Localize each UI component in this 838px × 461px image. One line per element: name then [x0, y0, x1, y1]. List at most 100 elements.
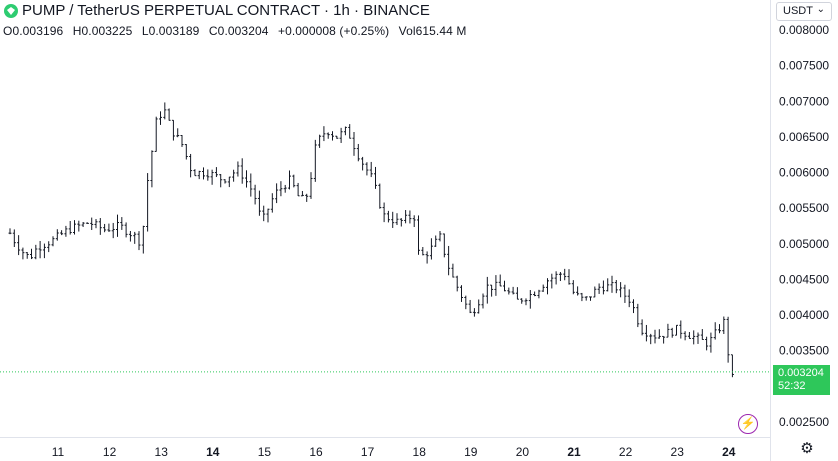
ohlc-bar	[520, 298, 524, 304]
currency-selector[interactable]: USDT ⌄	[776, 2, 832, 21]
time-tick-label: 15	[258, 445, 272, 459]
ohlc-bar	[85, 222, 89, 224]
ohlc-bar	[623, 284, 627, 303]
ohlc-bar	[309, 172, 313, 199]
ohlc-bar	[649, 333, 653, 345]
ohlc-bar	[610, 275, 614, 293]
ohlc-bar	[77, 220, 81, 232]
ohlc-bar	[318, 134, 322, 148]
low-label: L	[141, 24, 149, 38]
high-value: 0.003225	[81, 24, 133, 38]
ohlc-bar	[374, 166, 378, 189]
ohlc-bar	[451, 263, 455, 278]
ohlc-bar	[266, 208, 270, 223]
ohlc-bar	[481, 293, 485, 309]
time-tick-label: 11	[52, 445, 65, 459]
close-value: 0.003204	[217, 24, 269, 38]
ohlc-bar	[12, 229, 16, 248]
ohlc-bar	[528, 290, 532, 309]
ohlc-bar	[163, 102, 167, 120]
ohlc-bar	[455, 275, 459, 292]
ohlc-bar	[150, 150, 154, 188]
low-value: 0.003189	[148, 24, 200, 38]
ohlc-bar	[670, 327, 674, 338]
ohlc-bar	[425, 251, 429, 264]
ohlc-bar	[339, 127, 343, 143]
ohlc-bar	[94, 219, 98, 229]
ohlc-bar	[580, 292, 584, 302]
ohlc-bar	[124, 222, 128, 238]
ohlc-bar	[438, 231, 442, 242]
ohlc-bar	[395, 213, 399, 226]
ohlc-bar	[253, 184, 257, 205]
ohlc-bar	[644, 324, 648, 342]
ohlc-bar	[214, 167, 218, 178]
time-axis-border	[0, 437, 770, 438]
ohlc-bar	[365, 162, 369, 176]
ohlc-bar	[262, 205, 266, 222]
ohlc-bar	[434, 235, 438, 247]
ohlc-bar	[146, 173, 150, 232]
bar-countdown: 52:32	[778, 380, 806, 392]
ohlc-bar	[477, 299, 481, 314]
ohlc-bar	[567, 269, 571, 285]
ohlc-bar	[51, 236, 55, 247]
ohlc-bar	[511, 286, 515, 295]
price-tick-label: 0.005000	[779, 237, 829, 251]
ohlc-bar	[227, 176, 231, 188]
ohlc-bar	[223, 179, 227, 184]
ohlc-bar	[503, 280, 507, 292]
ohlc-bar	[305, 193, 309, 202]
ohlc-bar	[236, 161, 240, 177]
ohlc-bar	[606, 278, 610, 292]
ohlc-bar	[206, 169, 210, 181]
symbol-title[interactable]: PUMP / TetherUS PERPETUAL CONTRACT · 1h …	[22, 2, 430, 19]
time-tick-label: 22	[619, 445, 633, 459]
ohlc-bar	[257, 190, 261, 216]
ohlc-bar	[348, 124, 352, 139]
ohlc-bar	[447, 245, 451, 276]
ohlc-bar	[726, 316, 730, 363]
lightning-icon[interactable]: ⚡	[738, 414, 758, 434]
ohlc-bar	[283, 184, 287, 193]
time-tick-label: 19	[464, 445, 478, 459]
ohlc-bar	[292, 174, 296, 188]
price-tick-label: 0.002500	[779, 415, 829, 429]
volume-value: 615.44 M	[415, 24, 467, 38]
ohlc-bar	[722, 316, 726, 335]
ohlc-bar	[507, 287, 511, 295]
time-tick-label: 24	[722, 445, 736, 459]
ohlc-bar	[687, 332, 691, 339]
ohlc-bar	[485, 276, 489, 304]
ohlc-bar	[189, 153, 193, 178]
ohlc-bar	[34, 244, 38, 260]
ohlc-bar	[584, 296, 588, 301]
ohlc-bar	[675, 324, 679, 336]
ohlc-bar	[98, 218, 102, 235]
ohlc-bar	[537, 289, 541, 299]
ohlc-bar	[442, 233, 446, 258]
last-price-badge: 0.003204 52:32	[773, 365, 830, 395]
ohlc-bar	[558, 271, 562, 282]
ohlc-bar	[700, 329, 704, 340]
ohlc-bar	[21, 247, 25, 260]
ohlc-bar	[159, 111, 163, 125]
ohlc-values: O0.003196 H0.003225 L0.003189 C0.003204 …	[3, 24, 472, 38]
ohlc-bar	[210, 169, 214, 185]
gear-icon[interactable]: ⚙	[800, 440, 814, 457]
ohlc-bar	[490, 284, 494, 297]
ohlc-bar	[718, 324, 722, 334]
ohlc-bar	[640, 319, 644, 336]
ohlc-bar	[73, 220, 77, 235]
ohlc-bar	[705, 336, 709, 351]
price-tick-label: 0.007000	[779, 94, 829, 108]
ohlc-bar	[343, 126, 347, 136]
ohlc-bar	[81, 221, 85, 227]
ohlc-bar	[378, 183, 382, 209]
ohlc-bar	[8, 228, 12, 235]
ohlc-bar	[120, 217, 124, 230]
ohlc-bar	[356, 143, 360, 162]
ohlc-bar	[589, 296, 593, 301]
ohlc-bar	[240, 158, 244, 184]
